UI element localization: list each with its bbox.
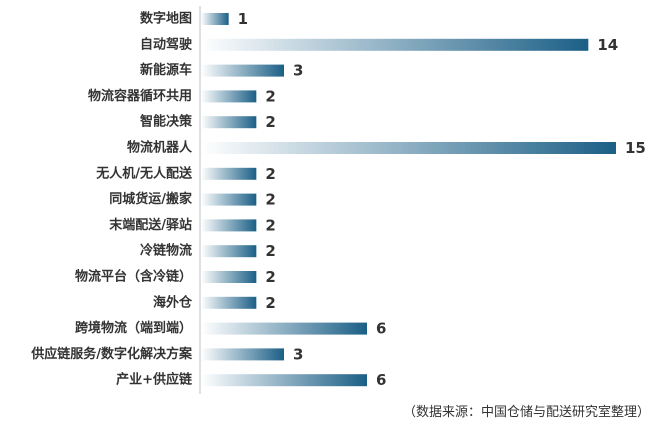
bar xyxy=(201,90,257,103)
category-label: 供应链服务/数字化解决方案 xyxy=(30,346,193,362)
value-label: 2 xyxy=(265,191,275,209)
bar xyxy=(201,193,257,206)
value-label: 2 xyxy=(265,242,275,260)
bar xyxy=(201,142,616,154)
value-label: 2 xyxy=(265,294,275,312)
value-label: 2 xyxy=(265,87,275,105)
bar xyxy=(201,167,257,180)
value-label: 2 xyxy=(265,268,275,286)
value-label: 6 xyxy=(376,320,386,338)
category-label: 新能源车 xyxy=(140,62,192,78)
bar xyxy=(201,374,367,387)
category-label: 物流平台（含冷链） xyxy=(75,269,192,285)
bar xyxy=(201,348,284,361)
source-note: （数据来源：中国仓储与配送研究室整理） xyxy=(402,405,650,420)
bar xyxy=(201,219,257,232)
value-label: 1 xyxy=(238,10,248,28)
category-label: 数字地图 xyxy=(140,11,192,27)
category-label: 同城货运/搬家 xyxy=(109,191,193,207)
bar xyxy=(201,322,367,335)
bar xyxy=(201,271,257,283)
bar xyxy=(201,64,284,77)
bar xyxy=(201,38,589,51)
value-label: 6 xyxy=(376,371,386,389)
category-label: 物流机器人 xyxy=(127,140,193,156)
bars-group: 数字地图 1 自动驾驶 14 新能源车 3 物流容器循环共用 2 智能决策 2 物流机器人 15 无人机… xyxy=(30,10,646,389)
category-label: 物流容器循环共用 xyxy=(88,88,192,104)
value-label: 2 xyxy=(265,165,275,183)
category-label: 自动驾驶 xyxy=(140,36,192,52)
category-label: 跨境物流（端到端） xyxy=(75,320,192,336)
value-label: 14 xyxy=(597,36,618,54)
value-label: 15 xyxy=(625,139,646,157)
bar xyxy=(201,245,257,258)
bar xyxy=(201,13,229,25)
category-label: 无人机/无人配送 xyxy=(95,165,193,181)
bar xyxy=(201,296,257,309)
category-label: 海外仓 xyxy=(153,294,193,310)
value-label: 2 xyxy=(265,216,275,234)
value-label: 2 xyxy=(265,113,275,131)
category-label: 智能决策 xyxy=(140,114,193,130)
bar xyxy=(201,116,257,129)
value-label: 3 xyxy=(293,62,303,80)
category-label: 冷链物流 xyxy=(140,243,192,259)
category-label: 末端配送/驿站 xyxy=(108,217,192,233)
value-label: 3 xyxy=(293,345,303,363)
category-label: 产业+供应链 xyxy=(116,372,193,388)
